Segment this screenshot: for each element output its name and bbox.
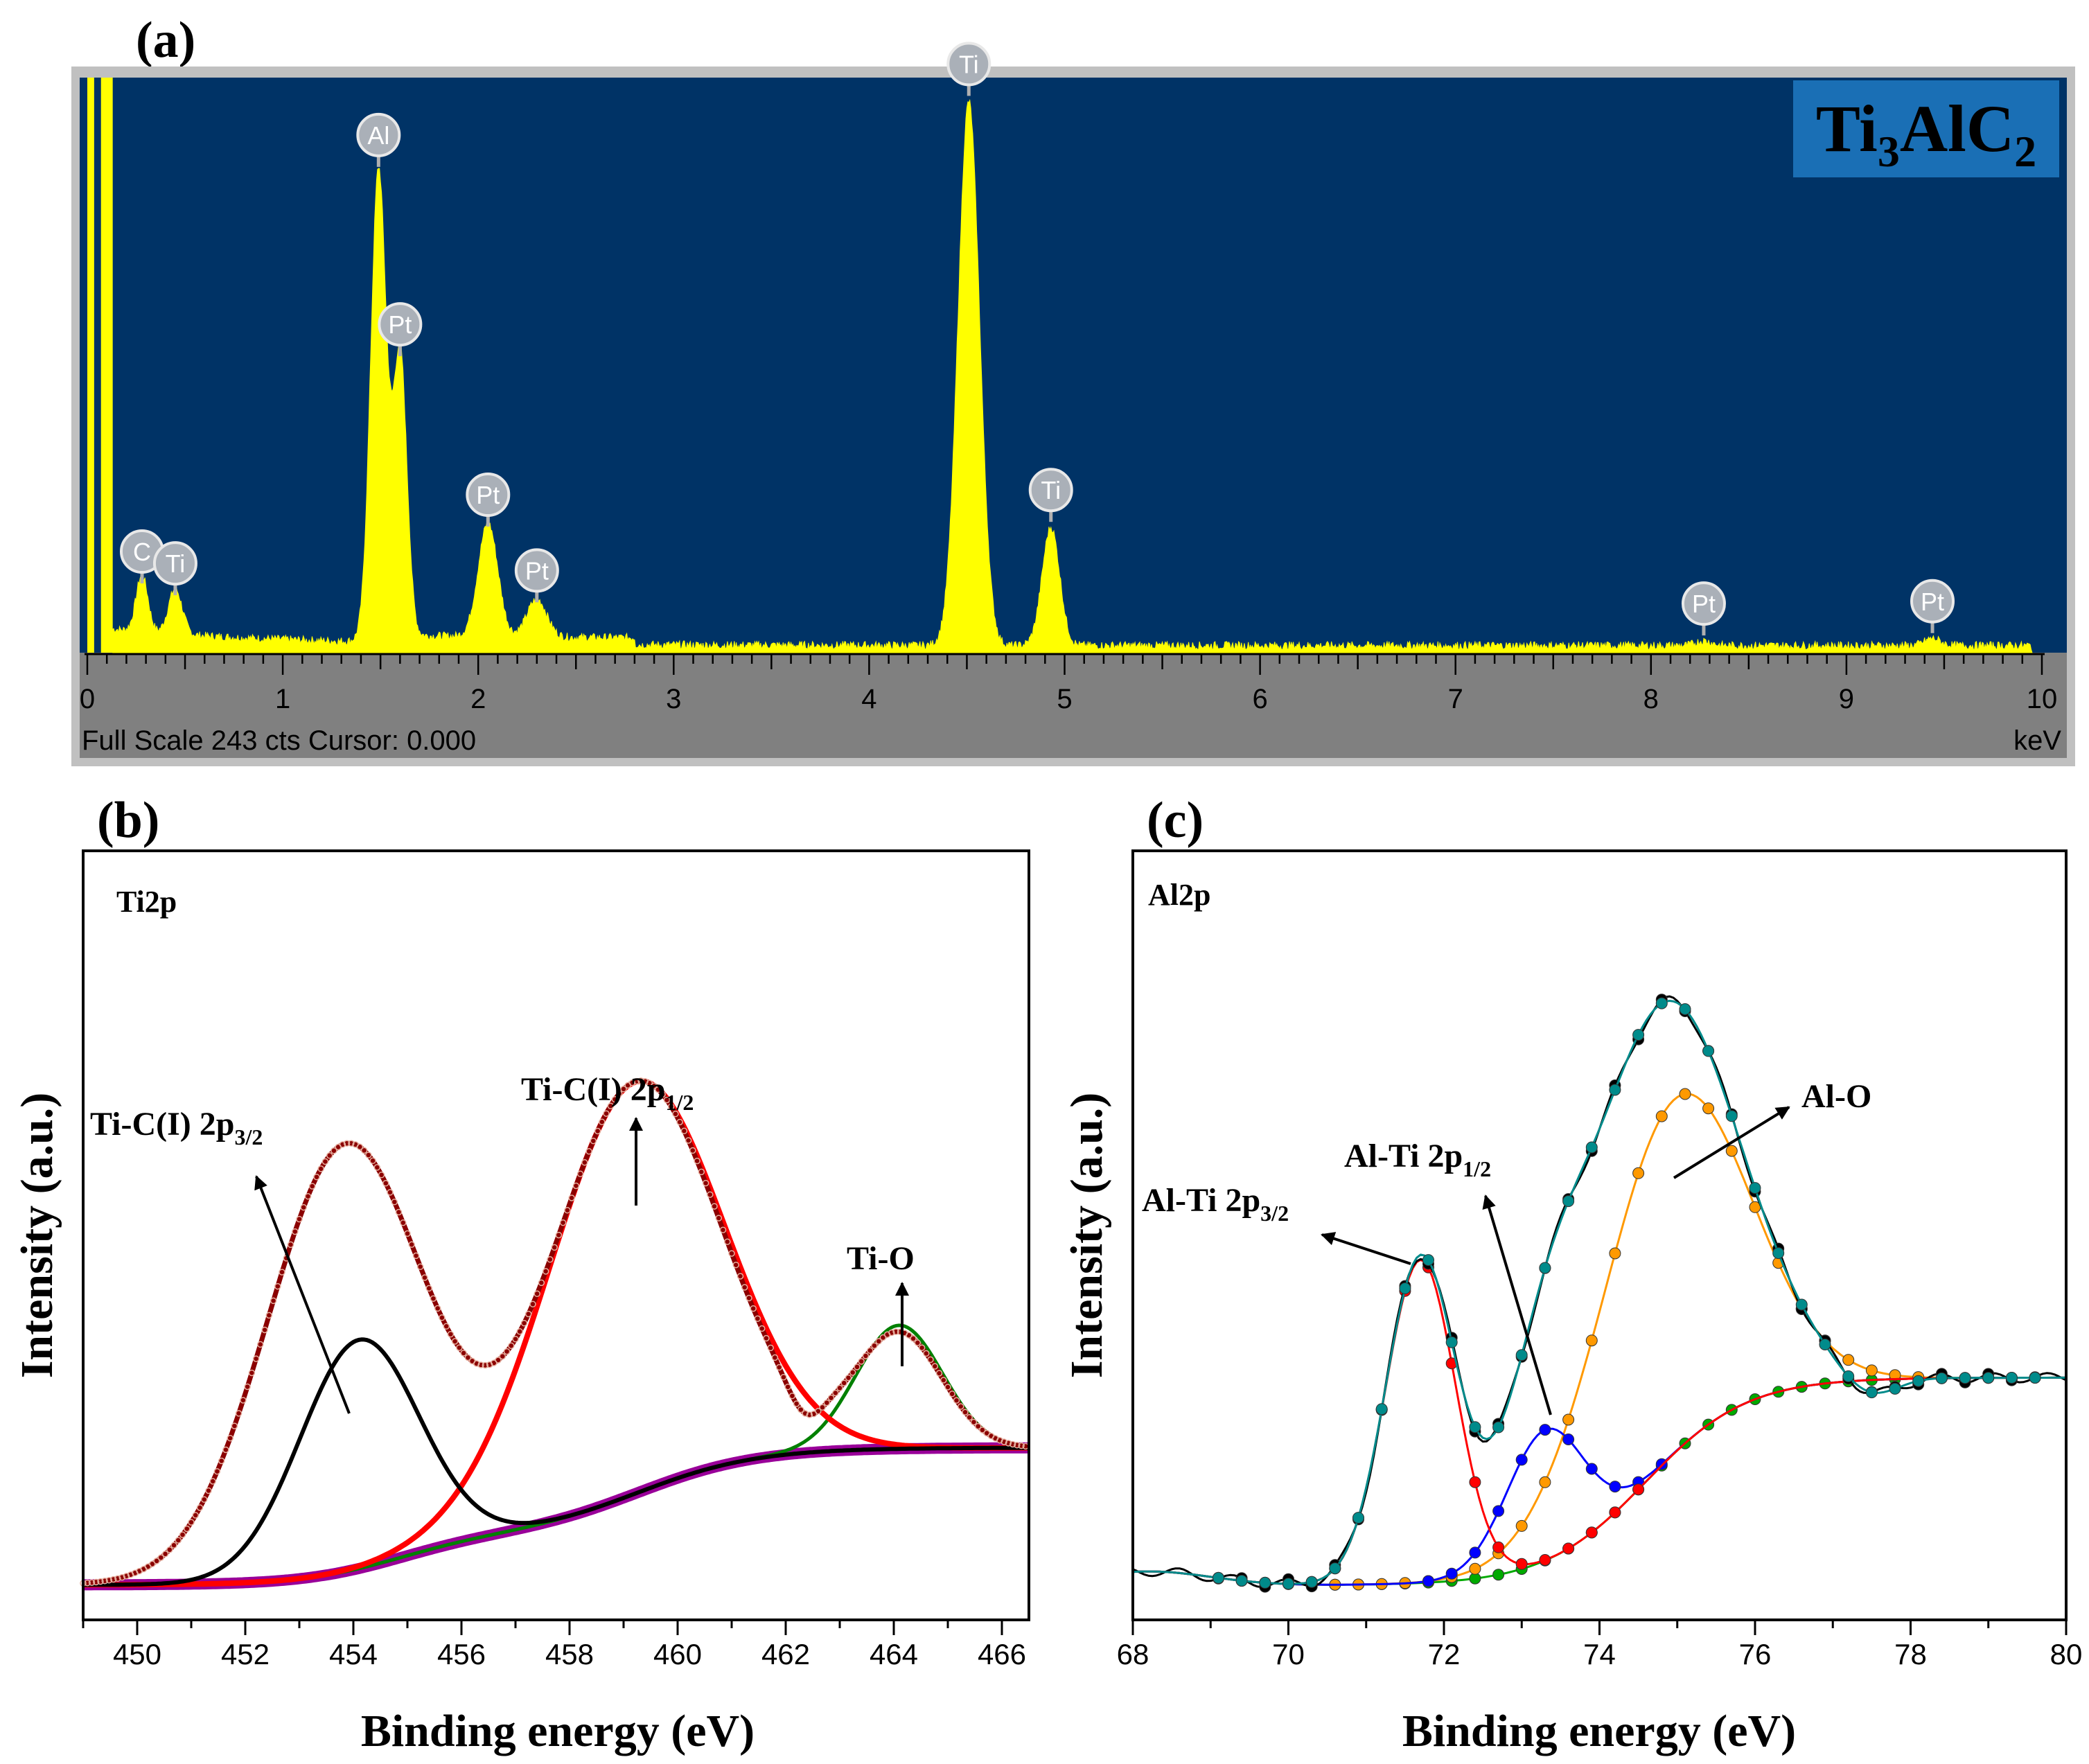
peak-element-text: Al <box>367 121 389 150</box>
peak-label-ti: Ti <box>946 42 991 96</box>
panel-a-label: (a) <box>136 12 195 69</box>
peak-element-text: Ti <box>166 549 186 578</box>
plot-c-ylabel: Intensity (a.u.) <box>1061 1093 1112 1379</box>
peak-element-text: Pt <box>525 556 549 585</box>
peak-element-text: Pt <box>476 481 500 509</box>
plot-c-x-axis: 68 70 72 74 76 78 80 <box>1117 1620 2083 1670</box>
eds-spectrum-group: C Ti Al Pt Pt Pt Ti Ti Pt Pt 0 1 2 3 4 5 6 7 8 9 10 <box>80 42 2058 714</box>
tic-2p32-component <box>83 1337 1029 1587</box>
plot-b-xtick-label: 458 <box>545 1638 594 1670</box>
eds-xtick-label: 2 <box>470 684 486 714</box>
envelope-curve <box>1132 997 2066 1590</box>
eds-xtick-label: 4 <box>861 684 876 714</box>
plot-b-xtick-label: 452 <box>221 1638 270 1670</box>
annot-alo: Al-O <box>1801 1078 1871 1115</box>
envelope-curve <box>82 1078 1030 1586</box>
annot-tio: Ti-O <box>847 1240 915 1277</box>
plot-c-frame <box>1131 849 2068 1621</box>
eds-xtick-label: 3 <box>666 684 681 714</box>
eds-footer: Full Scale 243 cts Cursor: 0.000 <box>82 725 476 756</box>
zero-peak-gap <box>94 78 101 653</box>
peak-element-text: Ti <box>1041 476 1061 504</box>
panel-c-label: (c) <box>1147 792 1204 849</box>
peak-element-text: Pt <box>1921 588 1944 616</box>
eds-xtick-label: 5 <box>1057 684 1072 714</box>
plot-b-xlabel: Binding energy (eV) <box>361 1706 755 1756</box>
eds-spectrum-area <box>112 98 2033 653</box>
plot-b-xtick-label: 454 <box>329 1638 378 1670</box>
arrow-tic-2p32 <box>254 1175 351 1414</box>
panel-c: (c) 68 70 72 74 76 78 80 Al2p Binding energy (… <box>1061 792 2082 1756</box>
peak-label-al: Al <box>356 112 401 167</box>
plot-c-xtick-label: 72 <box>1428 1638 1461 1670</box>
plot-b-curves: 450 452 454 456 458 460 462 464 466 <box>80 849 1032 1670</box>
peak-element-text: Ti <box>959 50 979 78</box>
annot-alti-2p12: Al-Ti 2p1/2 <box>1344 1138 1491 1181</box>
plot-b-x-axis: 450 452 454 456 458 460 462 464 466 <box>82 1620 1026 1670</box>
plot-b-xtick-label: 456 <box>437 1638 486 1670</box>
peak-label-pt: Pt <box>466 473 511 527</box>
sample-formula: Ti3AlC2 <box>1816 91 2036 176</box>
eds-xtick-label: 9 <box>1839 684 1854 714</box>
eds-xtick-label: 8 <box>1643 684 1659 714</box>
peak-label-pt: Pt <box>514 548 559 603</box>
plot-b-xtick-label: 460 <box>653 1638 702 1670</box>
eds-axis-band <box>80 653 2067 758</box>
eds-xtick-label: 6 <box>1252 684 1267 714</box>
plot-c-xtick-label: 68 <box>1117 1638 1149 1670</box>
annot-tic-2p32: Ti-C(I) 2p3/2 <box>90 1106 263 1149</box>
peak-label-ti: Ti <box>152 541 197 596</box>
panel-b-label: (b) <box>97 792 159 849</box>
annot-alti-2p32: Al-Ti 2p3/2 <box>1142 1182 1289 1226</box>
arrow-alti-2p12 <box>1482 1194 1552 1415</box>
plot-c-title: Al2p <box>1148 878 1210 912</box>
peak-label-pt: Pt <box>378 302 423 357</box>
eds-xtick-label: 7 <box>1448 684 1463 714</box>
peak-element-text: C <box>133 538 151 566</box>
peak-element-text: Pt <box>388 310 412 339</box>
plot-c-xtick-label: 74 <box>1583 1638 1616 1670</box>
eds-xtick-label: 10 <box>2027 684 2058 714</box>
plot-b-xtick-label: 462 <box>761 1638 810 1670</box>
eds-x-axis: 0 1 2 3 4 5 6 7 8 9 10 <box>80 653 2058 714</box>
plot-c-xtick-label: 76 <box>1739 1638 1772 1670</box>
plot-c-xtick-label: 80 <box>2050 1638 2083 1670</box>
arrow-alo <box>1673 1106 1790 1179</box>
peak-label-pt: Pt <box>1910 579 1955 633</box>
panel-a: (a) C Ti Al Pt Pt Pt Ti Ti Pt Pt 0 1 2 3 4 5 6 7 8 9 10 Ti3A… <box>71 12 2075 766</box>
plot-c-xlabel: Binding energy (eV) <box>1402 1706 1796 1756</box>
plot-b-xtick-label: 464 <box>870 1638 918 1670</box>
eds-xtick-label: 0 <box>80 684 95 714</box>
envelope-markers <box>80 1077 1030 1587</box>
peak-label-pt: Pt <box>1681 581 1726 636</box>
plot-b-title: Ti2p <box>116 885 177 919</box>
plot-c-curves: 68 70 72 74 76 78 80 <box>1117 849 2083 1670</box>
plot-c-xtick-label: 70 <box>1272 1638 1305 1670</box>
peak-element-text: Pt <box>1692 590 1716 618</box>
panel-b: (b) 450 452 454 456 458 460 462 464 466 Ti2p Bin… <box>12 792 1032 1756</box>
plot-b-xtick-label: 450 <box>113 1638 161 1670</box>
sample-badge <box>1793 80 2059 177</box>
arrow-alti-2p32 <box>1321 1232 1411 1265</box>
peak-label-ti: Ti <box>1028 468 1073 522</box>
eds-x-unit: keV <box>2013 725 2061 756</box>
plot-b-xtick-label: 466 <box>978 1638 1026 1670</box>
eds-xtick-label: 1 <box>275 684 290 714</box>
plot-c-xtick-label: 78 <box>1894 1638 1927 1670</box>
plot-b-ylabel: Intensity (a.u.) <box>12 1093 62 1379</box>
annot-tic-2p12: Ti-C(I) 2p1/2 <box>521 1071 694 1115</box>
